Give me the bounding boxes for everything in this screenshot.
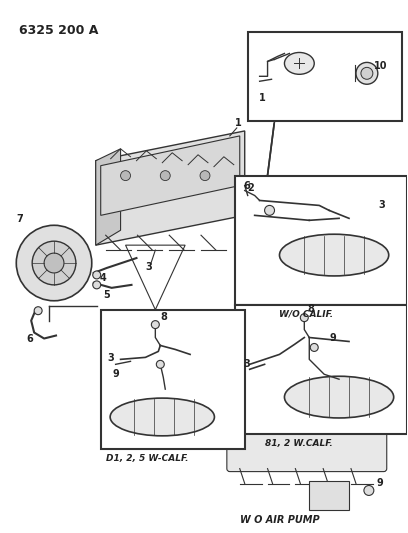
Circle shape xyxy=(151,321,159,328)
Polygon shape xyxy=(101,136,240,215)
Text: 3: 3 xyxy=(145,262,152,272)
Text: 2: 2 xyxy=(248,182,255,192)
Text: 6: 6 xyxy=(26,335,33,344)
Circle shape xyxy=(264,205,275,215)
Text: W O AIR PUMP: W O AIR PUMP xyxy=(240,515,319,525)
Text: 3: 3 xyxy=(244,359,251,369)
Text: 3: 3 xyxy=(108,353,114,364)
Bar xyxy=(235,175,407,305)
Text: 6325 200 A: 6325 200 A xyxy=(19,23,99,37)
Text: 4: 4 xyxy=(100,273,106,283)
Text: 9: 9 xyxy=(377,479,384,488)
Bar xyxy=(101,310,245,449)
Polygon shape xyxy=(96,149,121,245)
Circle shape xyxy=(93,281,101,289)
Circle shape xyxy=(34,306,42,314)
Circle shape xyxy=(300,314,308,321)
Text: 1: 1 xyxy=(235,118,242,128)
Circle shape xyxy=(310,343,318,351)
Text: 9: 9 xyxy=(113,369,120,379)
Ellipse shape xyxy=(279,234,389,276)
Text: 5: 5 xyxy=(104,290,111,300)
Text: 1: 1 xyxy=(259,93,265,103)
FancyBboxPatch shape xyxy=(227,426,387,472)
Text: 7: 7 xyxy=(16,214,23,224)
Circle shape xyxy=(364,486,374,496)
Bar xyxy=(248,31,401,121)
Ellipse shape xyxy=(110,398,215,436)
Text: D1, 2, 5 W-CALF.: D1, 2, 5 W-CALF. xyxy=(106,454,188,463)
Text: 10: 10 xyxy=(374,61,387,71)
Circle shape xyxy=(32,241,76,285)
Text: 8: 8 xyxy=(307,304,314,314)
Circle shape xyxy=(121,171,131,181)
Text: 9: 9 xyxy=(329,334,336,343)
Text: 3: 3 xyxy=(379,200,386,211)
Circle shape xyxy=(44,253,64,273)
Bar xyxy=(309,481,349,510)
Circle shape xyxy=(93,271,101,279)
Ellipse shape xyxy=(284,376,394,418)
Circle shape xyxy=(160,171,170,181)
Text: 8: 8 xyxy=(160,312,167,321)
Circle shape xyxy=(200,171,210,181)
Circle shape xyxy=(356,62,378,84)
Polygon shape xyxy=(96,131,245,245)
Circle shape xyxy=(16,225,92,301)
Text: 81, 2 W.CALF.: 81, 2 W.CALF. xyxy=(264,439,333,448)
Text: 6: 6 xyxy=(244,181,251,190)
Circle shape xyxy=(361,67,373,79)
Circle shape xyxy=(156,360,164,368)
Bar xyxy=(235,305,407,434)
Ellipse shape xyxy=(284,52,314,74)
Text: W/O CALIF.: W/O CALIF. xyxy=(279,310,334,319)
